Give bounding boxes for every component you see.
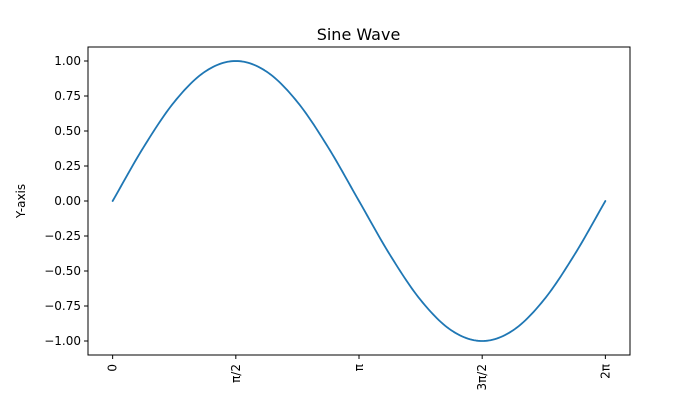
y-tick-label: 0.75 bbox=[54, 89, 81, 103]
x-tick-label: π bbox=[352, 364, 366, 371]
x-tick-label: 2π bbox=[598, 364, 612, 379]
y-tick-label: −0.75 bbox=[44, 299, 81, 313]
y-tick-label: 0.00 bbox=[54, 194, 81, 208]
y-tick-label: 0.25 bbox=[54, 159, 81, 173]
x-tick-label: π/2 bbox=[229, 364, 243, 383]
y-tick-label: 1.00 bbox=[54, 54, 81, 68]
y-tick-label: −0.25 bbox=[44, 229, 81, 243]
x-axis-ticks: 0 π/2 π 3π/2 2π bbox=[106, 355, 612, 391]
y-tick-label: −1.00 bbox=[44, 334, 81, 348]
x-tick-label: 3π/2 bbox=[475, 364, 489, 391]
sine-series-line bbox=[111, 60, 607, 342]
y-tick-label: −0.50 bbox=[44, 264, 81, 278]
y-axis-label: Y-axis bbox=[14, 184, 28, 219]
y-tick-label: 0.50 bbox=[54, 124, 81, 138]
x-tick-label: 0 bbox=[106, 364, 120, 372]
y-axis-ticks: 1.00 0.75 0.50 0.25 0.00 −0.25 −0.50 −0.75 −1.00 bbox=[44, 54, 88, 348]
series-layer bbox=[111, 60, 607, 342]
chart-title: Sine Wave bbox=[317, 25, 401, 44]
plot-frame bbox=[87, 46, 631, 356]
